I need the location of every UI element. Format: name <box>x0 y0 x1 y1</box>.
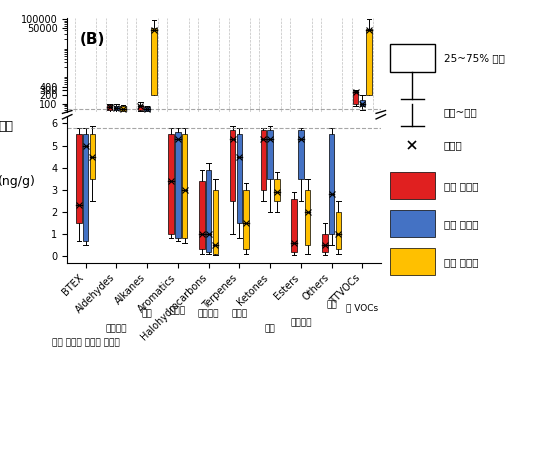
Bar <box>329 135 334 234</box>
Text: 중앙값: 중앙값 <box>444 140 462 150</box>
Bar <box>90 135 95 178</box>
Text: 벤젠 톨루엔 에틸렌 자이렌: 벤젠 톨루엔 에틸렌 자이렌 <box>52 339 119 347</box>
FancyBboxPatch shape <box>390 172 435 199</box>
Bar <box>120 106 126 111</box>
Bar <box>151 28 157 95</box>
Text: (B): (B) <box>80 32 105 47</box>
Text: (ng/g): (ng/g) <box>0 175 36 188</box>
Text: 25~75% 범위: 25~75% 범위 <box>444 53 505 63</box>
Text: 케톤: 케톤 <box>265 324 276 333</box>
Text: 최소~최대: 최소~최대 <box>444 107 477 117</box>
Bar <box>138 105 143 110</box>
Text: 기타: 기타 <box>326 301 337 310</box>
Bar <box>83 135 88 241</box>
Text: 아기 기저귀: 아기 기저귀 <box>444 219 478 229</box>
Text: 테르펜: 테르펜 <box>231 309 248 318</box>
Bar <box>291 198 297 252</box>
Bar <box>305 190 310 245</box>
Bar <box>366 29 372 95</box>
Bar <box>182 135 188 238</box>
Bar <box>274 178 279 201</box>
Bar <box>260 130 266 190</box>
Text: 성인 기저귀: 성인 기저귀 <box>444 257 478 267</box>
Bar <box>213 190 218 254</box>
Bar <box>144 107 150 111</box>
Text: 알칸: 알칸 <box>142 309 152 318</box>
Bar <box>335 212 341 250</box>
Text: 에스테르: 에스테르 <box>290 318 311 327</box>
Text: 농도: 농도 <box>0 120 13 133</box>
Text: 알데히드: 알데히드 <box>106 324 127 333</box>
Bar <box>114 106 119 110</box>
Bar <box>76 135 82 223</box>
FancyBboxPatch shape <box>390 210 435 237</box>
Bar <box>322 234 328 252</box>
Bar <box>244 190 249 250</box>
Text: 총 VOCs: 총 VOCs <box>346 304 379 313</box>
Bar <box>237 135 242 223</box>
Text: 방향족: 방향족 <box>170 307 186 316</box>
Bar <box>107 105 113 110</box>
FancyBboxPatch shape <box>390 44 435 72</box>
Bar <box>169 135 174 234</box>
Bar <box>353 91 358 104</box>
Text: 탄화수소: 탄화수소 <box>198 309 220 318</box>
Bar <box>267 130 273 178</box>
Bar <box>230 130 235 201</box>
Bar <box>175 132 181 238</box>
Bar <box>206 170 211 252</box>
Text: 아기 물티슈: 아기 물티슈 <box>444 181 478 191</box>
FancyBboxPatch shape <box>390 248 435 275</box>
Bar <box>298 130 304 178</box>
Bar <box>199 181 204 250</box>
Bar <box>360 100 365 106</box>
